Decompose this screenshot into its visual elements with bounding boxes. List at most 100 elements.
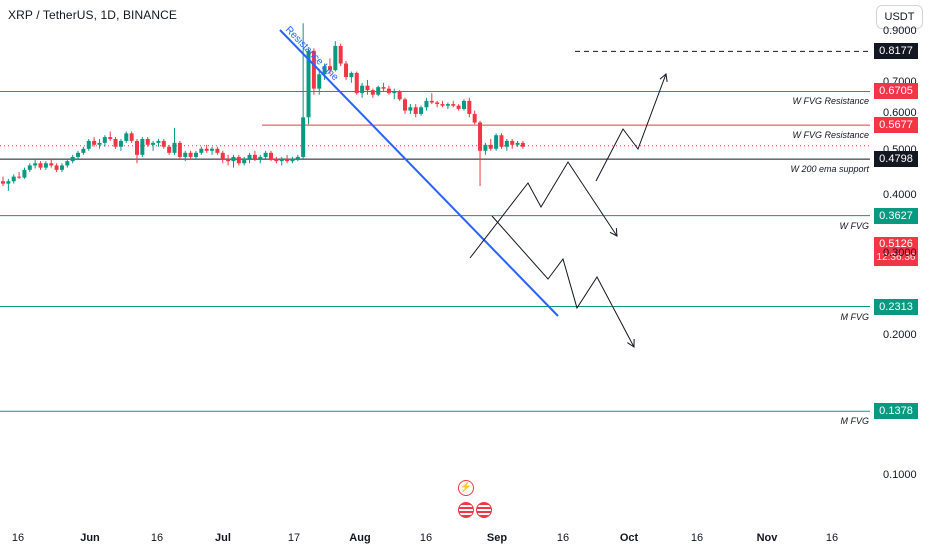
candle-body [59, 165, 64, 170]
price-level-tag: 0.8177 [874, 43, 918, 60]
candle-body [403, 99, 407, 111]
x-tick-label: 16 [11, 532, 25, 544]
candle-body [510, 140, 515, 145]
candle-body [386, 88, 391, 94]
candle-body [306, 50, 311, 118]
candle-body [290, 159, 295, 162]
candle-body [1, 181, 5, 184]
candle-body [129, 133, 134, 141]
candle-body [247, 154, 252, 160]
candle-body [322, 66, 327, 75]
candle-body [349, 72, 354, 78]
candle-body [6, 181, 11, 184]
x-tick-label: 16 [825, 532, 839, 544]
candle-body [236, 156, 241, 164]
candle-body [392, 91, 397, 94]
x-tick-label: 17 [287, 532, 301, 544]
price-level-tag: 0.6705 [874, 83, 918, 100]
candle-body [478, 122, 483, 151]
x-tick-label: Sep [486, 532, 508, 544]
currency-button[interactable]: USDT [876, 5, 923, 29]
candle-body [472, 113, 477, 123]
candle-body [113, 139, 118, 147]
candle-body [344, 63, 349, 78]
price-level-tag: 0.5677 [874, 117, 918, 134]
candle-body [38, 163, 43, 168]
candle-body [295, 156, 300, 160]
y-tick-label: 0.4000 [883, 188, 917, 201]
x-tick-label: 16 [690, 532, 704, 544]
candle-body [435, 102, 440, 105]
candle-body [135, 140, 139, 155]
candle-body [301, 117, 306, 157]
candle-body [461, 100, 466, 109]
level-annotation: M FVG [840, 311, 870, 322]
candle-body [354, 72, 359, 94]
candle-body [408, 107, 413, 111]
symbol-title[interactable]: XRP / TetherUS, 1D, BINANCE [8, 8, 177, 22]
candle-body [226, 159, 231, 162]
candle-body [204, 148, 209, 151]
projection-arrow [491, 215, 635, 348]
candle-body [381, 87, 386, 89]
candle-body [285, 159, 290, 162]
candle-body [445, 104, 450, 106]
candle-body [33, 163, 38, 166]
us-flag-icon[interactable] [458, 502, 474, 518]
candle-body [161, 140, 166, 147]
projection-arrow [469, 161, 618, 259]
candle-body [118, 140, 123, 147]
candle-body [11, 176, 16, 182]
candle-body [440, 104, 445, 106]
candle-body [210, 148, 215, 151]
resistance-trendline [279, 29, 559, 317]
candle-body [108, 137, 113, 140]
candle-body [76, 152, 81, 157]
price-level-tag: 0.4798 [874, 151, 918, 168]
candle-body [193, 152, 198, 157]
level-annotation: M FVG [840, 416, 870, 427]
candle-body [252, 154, 257, 160]
candle-body [333, 45, 338, 71]
x-tick-label: Aug [349, 532, 371, 544]
candle-body [177, 142, 182, 157]
lightning-icon[interactable]: ⚡ [458, 480, 474, 496]
projection-arrow [595, 73, 667, 182]
y-tick-label: 0.1000 [883, 469, 917, 481]
candle-body [17, 176, 22, 178]
candle-body [494, 135, 499, 149]
candle-body [97, 142, 102, 145]
bar-countdown: 12:36:36 [876, 252, 916, 263]
candle-body [140, 139, 145, 155]
x-tick-label: Jul [215, 532, 231, 544]
x-tick-label: 16 [150, 532, 164, 544]
candle-body [360, 85, 365, 94]
candle-body [376, 87, 381, 95]
candle-body [215, 148, 220, 153]
candle-body [49, 163, 54, 166]
x-tick-label: Jun [80, 532, 100, 544]
candle-body [317, 74, 322, 89]
price-level-tag: 0.1378 [874, 403, 918, 420]
resistance-line-label: Resistance Line [283, 24, 341, 83]
candle-body [263, 152, 268, 157]
level-annotation: W FVG [839, 220, 870, 231]
y-tick-label: 0.2000 [883, 328, 917, 341]
candle-body [397, 91, 402, 100]
price-level-tag: 0.3627 [874, 207, 918, 224]
current-price-tag: 0.5126 12:36:36 [874, 237, 918, 266]
us-flag-icon[interactable] [476, 502, 492, 518]
x-tick-label: 16 [556, 532, 570, 544]
candle-body [424, 100, 429, 108]
candle-body [183, 152, 188, 157]
current-price-value: 0.5126 [879, 238, 913, 250]
candle-body [451, 104, 456, 106]
level-annotation: W 200 ema support [790, 164, 869, 175]
candle-body [199, 148, 204, 153]
candle-body [172, 142, 177, 153]
candle-body [467, 100, 472, 114]
candle-body [365, 85, 370, 91]
candle-body [258, 156, 263, 160]
arrow-head [609, 227, 618, 237]
